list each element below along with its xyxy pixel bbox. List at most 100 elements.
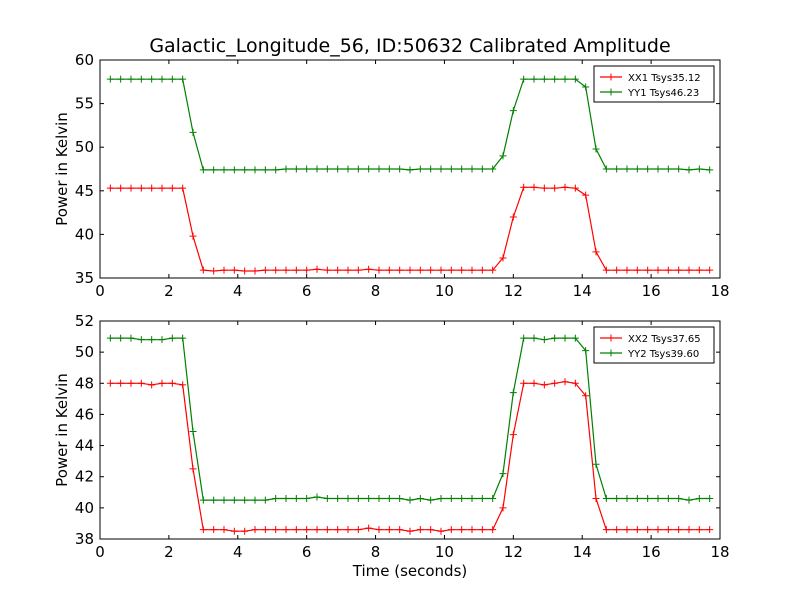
y-tick-label-1-2: 42 bbox=[75, 468, 94, 486]
data-point-0-1-6 bbox=[168, 75, 176, 83]
data-point-1-0-53 bbox=[654, 526, 662, 534]
data-point-0-0-51 bbox=[633, 266, 641, 274]
data-point-1-0-9 bbox=[199, 526, 207, 534]
data-point-1-1-55 bbox=[675, 495, 683, 503]
data-point-0-0-57 bbox=[695, 266, 703, 274]
legend-1: XX2 Tsys37.65 YY2 Tsys39.60 bbox=[593, 326, 715, 364]
data-point-0-1-24 bbox=[354, 165, 362, 173]
data-point-0-0-46 bbox=[582, 191, 590, 199]
data-point-1-1-47 bbox=[592, 460, 600, 468]
y-tick-label-0-2: 45 bbox=[75, 182, 94, 200]
plot-area-0 bbox=[106, 75, 714, 275]
data-point-0-1-18 bbox=[292, 165, 300, 173]
data-point-1-0-40 bbox=[520, 379, 528, 387]
data-point-0-0-2 bbox=[127, 184, 135, 192]
data-point-1-0-11 bbox=[220, 526, 228, 534]
data-point-0-1-27 bbox=[385, 165, 393, 173]
data-point-1-0-55 bbox=[675, 526, 683, 534]
data-point-1-0-21 bbox=[323, 526, 331, 534]
data-point-1-0-48 bbox=[602, 526, 610, 534]
data-point-1-0-47 bbox=[592, 495, 600, 503]
data-point-1-0-45 bbox=[571, 379, 579, 387]
data-point-1-1-2 bbox=[127, 334, 135, 342]
y-tick-label-1-6: 50 bbox=[75, 343, 94, 361]
data-point-0-0-31 bbox=[427, 266, 435, 274]
data-point-1-1-39 bbox=[509, 389, 517, 397]
data-point-1-1-11 bbox=[220, 496, 228, 504]
x-tick-label-0-8: 16 bbox=[642, 282, 661, 300]
data-point-0-1-36 bbox=[478, 165, 486, 173]
data-point-0-1-29 bbox=[406, 166, 414, 174]
data-point-0-1-26 bbox=[375, 165, 383, 173]
data-point-1-1-52 bbox=[644, 495, 652, 503]
data-point-0-1-2 bbox=[127, 75, 135, 83]
data-point-1-1-28 bbox=[396, 495, 404, 503]
data-point-0-0-4 bbox=[148, 184, 156, 192]
x-tick-label-1-1: 2 bbox=[164, 543, 174, 561]
data-point-0-0-28 bbox=[396, 266, 404, 274]
data-point-0-0-20 bbox=[313, 265, 321, 273]
data-point-1-0-7 bbox=[179, 381, 187, 389]
data-point-0-1-1 bbox=[117, 75, 125, 83]
data-point-0-1-4 bbox=[148, 75, 156, 83]
data-point-0-1-14 bbox=[251, 166, 259, 174]
data-point-0-0-14 bbox=[251, 267, 259, 275]
data-point-0-1-23 bbox=[344, 165, 352, 173]
data-point-0-0-27 bbox=[385, 266, 393, 274]
data-point-0-1-44 bbox=[561, 75, 569, 83]
data-point-0-0-17 bbox=[282, 266, 290, 274]
data-point-0-0-29 bbox=[406, 266, 414, 274]
y-axis-label-0: Power in Kelvin bbox=[53, 112, 71, 226]
x-axis-label: Time (seconds) bbox=[352, 562, 468, 580]
data-point-0-0-21 bbox=[323, 266, 331, 274]
legend-marker-1-0 bbox=[607, 334, 615, 342]
data-point-0-0-56 bbox=[685, 266, 693, 274]
data-point-0-1-3 bbox=[137, 75, 145, 83]
data-point-1-0-4 bbox=[148, 381, 156, 389]
x-tick-label-0-2: 4 bbox=[233, 282, 243, 300]
chart-title: Galactic_Longitude_56, ID:50632 Calibrat… bbox=[149, 35, 670, 57]
data-point-0-0-58 bbox=[706, 266, 714, 274]
data-point-1-0-50 bbox=[623, 526, 631, 534]
data-point-0-0-35 bbox=[468, 266, 476, 274]
legend-label-1-1: YY2 Tsys39.60 bbox=[627, 349, 699, 360]
data-point-1-0-39 bbox=[509, 431, 517, 439]
data-point-0-0-55 bbox=[675, 266, 683, 274]
data-point-1-1-13 bbox=[241, 496, 249, 504]
data-point-1-1-7 bbox=[179, 334, 187, 342]
data-point-0-0-40 bbox=[520, 183, 528, 191]
data-point-1-1-16 bbox=[272, 495, 280, 503]
data-point-0-1-51 bbox=[633, 165, 641, 173]
data-point-1-0-16 bbox=[272, 526, 280, 534]
data-point-1-0-51 bbox=[633, 526, 641, 534]
data-point-0-1-33 bbox=[447, 165, 455, 173]
data-point-1-0-37 bbox=[489, 526, 497, 534]
data-point-0-0-34 bbox=[458, 266, 466, 274]
data-point-0-1-47 bbox=[592, 145, 600, 153]
data-point-0-0-13 bbox=[241, 267, 249, 275]
data-point-1-0-32 bbox=[437, 527, 445, 535]
legend-0: XX1 Tsys35.12 YY1 Tsys46.23 bbox=[593, 65, 715, 103]
data-point-0-0-1 bbox=[117, 184, 125, 192]
data-point-1-1-31 bbox=[427, 496, 435, 504]
legend-box-0 bbox=[593, 65, 715, 103]
data-point-0-1-10 bbox=[210, 166, 218, 174]
data-point-1-0-1 bbox=[117, 379, 125, 387]
data-point-0-0-0 bbox=[106, 184, 114, 192]
data-point-1-1-45 bbox=[571, 334, 579, 342]
legend-marker-1-1 bbox=[607, 349, 615, 357]
data-point-1-1-21 bbox=[323, 495, 331, 503]
x-tick-label-1-3: 6 bbox=[302, 543, 312, 561]
legend-label-0-1: YY1 Tsys46.23 bbox=[627, 88, 699, 99]
data-point-1-1-3 bbox=[137, 336, 145, 344]
data-point-0-0-8 bbox=[189, 232, 197, 240]
data-point-1-1-5 bbox=[158, 336, 166, 344]
data-point-1-0-56 bbox=[685, 526, 693, 534]
data-point-0-1-48 bbox=[602, 165, 610, 173]
data-point-1-0-35 bbox=[468, 526, 476, 534]
data-point-0-1-20 bbox=[313, 165, 321, 173]
y-tick-label-1-4: 46 bbox=[75, 405, 94, 423]
data-point-1-1-57 bbox=[695, 495, 703, 503]
x-tick-label-1-7: 14 bbox=[573, 543, 592, 561]
